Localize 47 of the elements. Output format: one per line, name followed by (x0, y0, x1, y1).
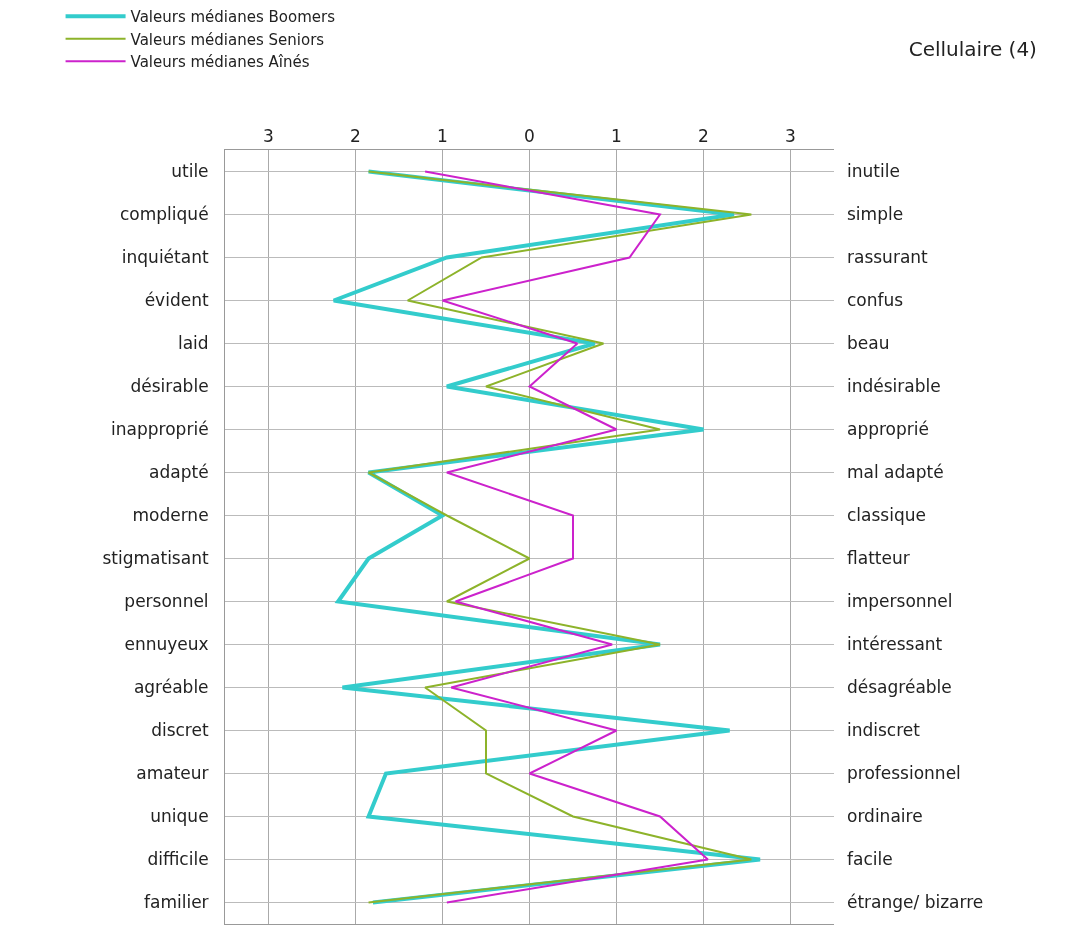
y2-tick-label: simple (847, 204, 904, 225)
y2-tick-label: classique (847, 505, 926, 526)
x-tick-label: 3 (785, 126, 796, 147)
y2-tick-label: rassurant (847, 247, 929, 268)
y2-tick-label: indésirable (847, 376, 941, 397)
x-tick-label: 3 (263, 126, 274, 147)
y2-tick-label: confus (847, 290, 904, 311)
legend-label: Valeurs médianes Seniors (130, 30, 325, 49)
text: Cellulaire (4) (908, 37, 1037, 62)
y2-tick-label: inutile (847, 161, 900, 182)
y-tick-label: stigmatisant (102, 548, 209, 569)
y2-tick-label: facile (847, 849, 893, 870)
y-tick-label: désirable (130, 376, 209, 397)
y2-tick-label: étrange/ bizarre (847, 892, 984, 913)
y-tick-label: utile (171, 161, 209, 182)
y2-tick-label: ordinaire (847, 806, 923, 827)
y-tick-label: agréable (133, 677, 209, 698)
x-tick-label: 2 (698, 126, 709, 147)
y2-tick-label: intéressant (847, 634, 943, 655)
y2-tick-label: professionnel (847, 763, 961, 784)
y2-tick-label: beau (847, 333, 890, 354)
y-tick-label: évident (144, 290, 209, 311)
y2-tick-label: indiscret (847, 720, 921, 741)
y-tick-label: amateur (136, 763, 209, 784)
y-tick-label: adapté (149, 462, 209, 483)
x-tick-label: 2 (350, 126, 361, 147)
x-tick-label: 1 (611, 126, 622, 147)
x-tick-label: 0 (524, 126, 535, 147)
y2-tick-label: impersonnel (847, 591, 953, 612)
y-tick-label: compliqué (120, 204, 209, 225)
y-tick-label: inapproprié (111, 419, 209, 440)
y-tick-label: unique (150, 806, 209, 827)
y-tick-label: difficile (147, 849, 209, 870)
y2-tick-label: approprié (847, 419, 929, 440)
y-tick-label: personnel (124, 591, 209, 612)
y2-tick-label: mal adapté (847, 462, 944, 483)
y-tick-label: laid (177, 333, 209, 354)
y2-tick-label: désagréable (847, 677, 952, 698)
y-tick-label: inquiétant (121, 247, 209, 268)
x-tick-label: 1 (437, 126, 448, 147)
y-tick-label: discret (151, 720, 209, 741)
y-tick-label: moderne (132, 505, 209, 526)
y-tick-label: ennuyeux (124, 634, 209, 655)
legend-label: Valeurs médianes Aînés (130, 53, 310, 72)
y2-tick-label: flatteur (847, 548, 910, 569)
legend-label: Valeurs médianes Boomers (130, 8, 336, 27)
y-tick-label: familier (144, 892, 209, 913)
